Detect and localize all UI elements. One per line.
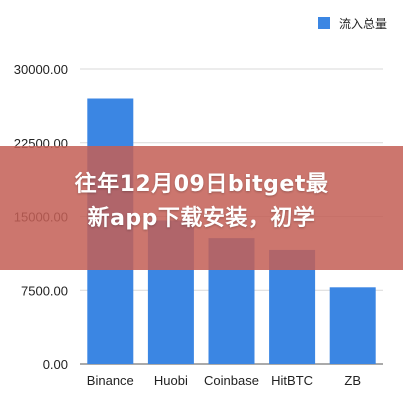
legend-swatch	[318, 17, 330, 29]
overlay-title-line-2: 新app下载安装，初学	[87, 206, 316, 231]
y-tick-label: 0.00	[43, 357, 68, 372]
legend: 流入总量	[318, 17, 387, 31]
y-tick-label: 30000.00	[14, 62, 68, 77]
x-tick-label: ZB	[344, 373, 361, 388]
x-tick-label: Huobi	[154, 373, 188, 388]
legend-label: 流入总量	[339, 17, 387, 31]
x-axis-ticks: Binance Huobi Coinbase HitBTC ZB	[87, 373, 361, 388]
title-overlay-banner: 往年12月09日bitget最 新app下载安装，初学	[0, 146, 403, 270]
y-tick-label: 7500.00	[21, 283, 68, 298]
x-tick-label: HitBTC	[271, 373, 313, 388]
x-tick-label: Binance	[87, 373, 134, 388]
bar	[329, 287, 376, 364]
overlay-title-line-1: 往年12月09日bitget最	[74, 172, 329, 197]
x-tick-label: Coinbase	[204, 373, 259, 388]
